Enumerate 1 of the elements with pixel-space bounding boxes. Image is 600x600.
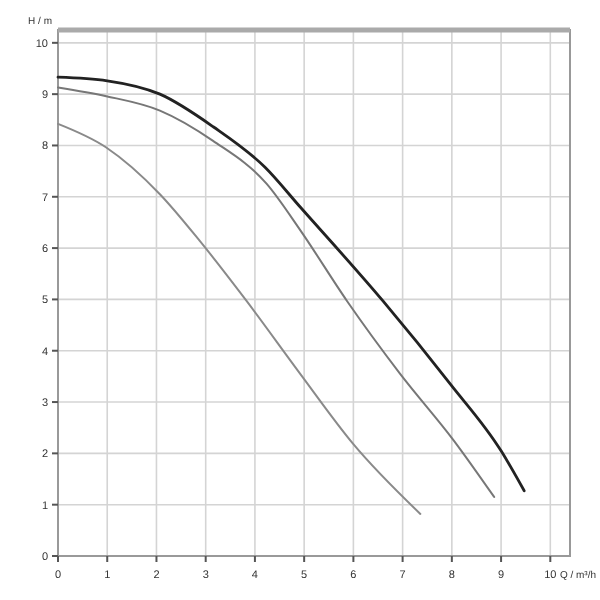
line-series bbox=[57, 122, 422, 515]
